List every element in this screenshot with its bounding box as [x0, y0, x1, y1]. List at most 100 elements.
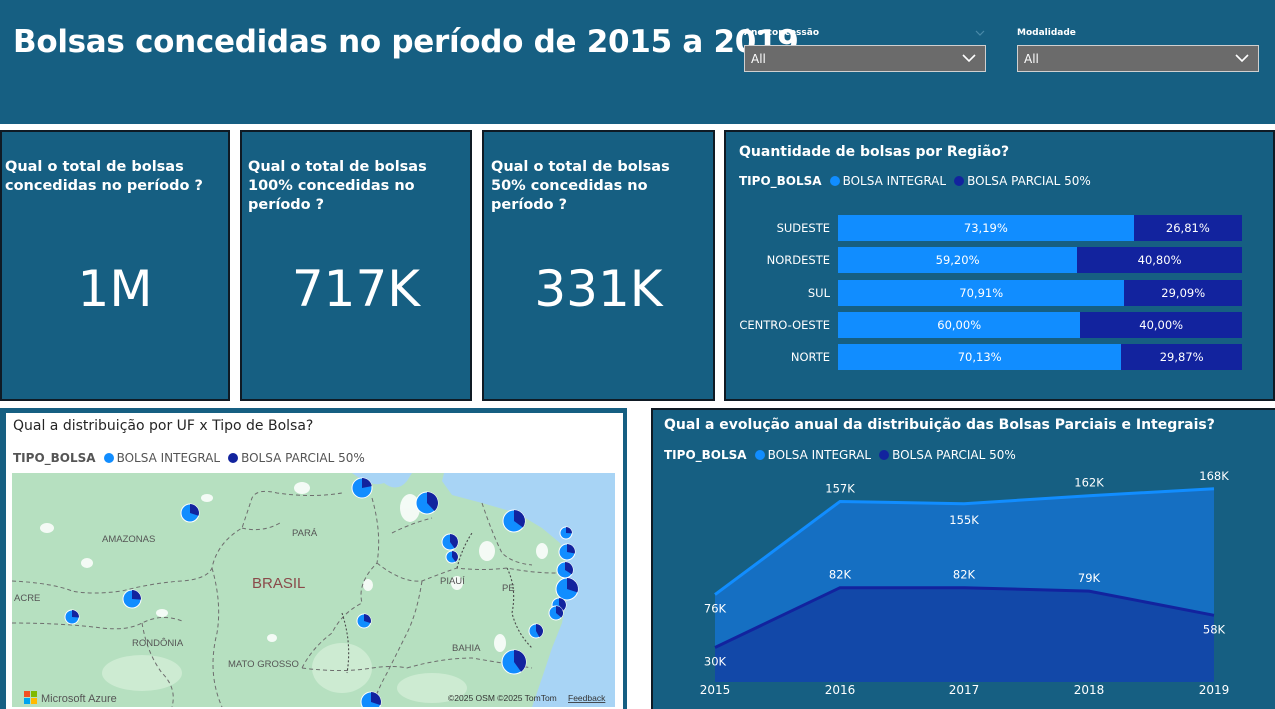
kpi-question: Qual o total de bolsas 100% concedidas n… — [248, 159, 427, 213]
map-pie-parcial[interactable] — [132, 590, 141, 600]
bar-segment-integral[interactable]: 59,20% — [838, 247, 1078, 274]
x-tick-label: 2019 — [1199, 683, 1230, 697]
chevron-down-icon — [1235, 54, 1249, 63]
bar-segment-parcial[interactable]: 40,80% — [1077, 247, 1242, 274]
map-label-amazonas: AMAZONAS — [102, 534, 155, 545]
legend-dot-icon — [954, 176, 965, 186]
modalidade-value: All — [1024, 52, 1039, 66]
data-label-parcial: 82K — [829, 568, 852, 582]
map-pie-parcial[interactable] — [567, 578, 578, 593]
data-label-parcial: 79K — [1078, 571, 1101, 585]
chart-legend: TIPO_BOLSA BOLSA INTEGRAL BOLSA PARCIAL … — [664, 448, 1024, 462]
bar-row: SUL 70,91% 29,09% — [726, 279, 1275, 306]
filter-ano-concessao: Ano concessão All — [744, 28, 986, 72]
bar-segment-integral[interactable]: 60,00% — [838, 311, 1081, 338]
bar-segment-integral[interactable]: 73,19% — [838, 215, 1134, 241]
map-pie-parcial[interactable] — [371, 692, 381, 706]
bar-category-label: SUDESTE — [776, 221, 830, 235]
legend-entry-integral[interactable]: BOLSA INTEGRAL — [754, 448, 871, 462]
bar-category-label: SUL — [807, 285, 830, 300]
bar-segment-parcial[interactable]: 40,00% — [1080, 311, 1242, 338]
x-tick-label: 2017 — [949, 683, 980, 697]
map-pie-parcial[interactable] — [566, 527, 572, 534]
legend-entry-parcial[interactable]: BOLSA PARCIAL 50% — [879, 448, 1016, 462]
map-pie-parcial[interactable] — [362, 478, 372, 488]
map-pie-parcial[interactable] — [514, 650, 527, 672]
map-label-piaui: PIAUÍ — [440, 576, 465, 587]
data-label-parcial: 82K — [953, 568, 976, 582]
legend-title: TIPO_BOLSA — [739, 174, 822, 188]
legend-label: BOLSA INTEGRAL — [842, 174, 947, 188]
bar-segment-parcial[interactable]: 26,81% — [1133, 215, 1242, 241]
kpi-value: 717K — [291, 260, 421, 318]
map-pie-parcial[interactable] — [427, 492, 439, 512]
area-parcial[interactable] — [715, 587, 1214, 682]
legend-entry-parcial[interactable]: BOLSA PARCIAL 50% — [228, 451, 365, 465]
map-label-rondonia: RONDÔNIA — [132, 638, 184, 649]
azure-label: Microsoft Azure — [41, 693, 117, 705]
annual-area-chart-card[interactable]: Qual a evolução anual da distribuição da… — [651, 408, 1275, 709]
legend-entry-integral[interactable]: BOLSA INTEGRAL — [103, 451, 220, 465]
map-pie-parcial[interactable] — [565, 562, 573, 575]
bar-segment-integral[interactable]: 70,13% — [838, 344, 1122, 371]
line-integral — [714, 487, 1215, 596]
bar-segment-parcial[interactable]: 29,09% — [1124, 279, 1242, 306]
ano-concessao-value: All — [751, 52, 766, 66]
map-canvas[interactable]: AMAZONAS PARÁ BRASIL PIAUÍ PE ACRE RONDÔ… — [12, 473, 615, 707]
x-tick-label: 2018 — [1074, 683, 1105, 697]
map-bay — [352, 473, 412, 488]
map-title: Qual a distribuição por UF x Tipo de Bol… — [13, 418, 314, 434]
map-pie-parcial[interactable] — [450, 534, 458, 549]
map-pie-parcial[interactable] — [364, 614, 371, 624]
map-label-brasil: BRASIL — [252, 575, 305, 592]
map-label-mato-grosso: MATO GROSSO — [228, 659, 299, 670]
map-pie-parcial[interactable] — [536, 624, 543, 638]
map-svg[interactable]: AMAZONAS PARÁ BRASIL PIAUÍ PE ACRE RONDÔ… — [12, 473, 615, 707]
uf-map-card[interactable]: Qual a distribuição por UF x Tipo de Bol… — [0, 408, 627, 709]
map-pie-parcial[interactable] — [190, 504, 200, 516]
data-label-parcial: 58K — [1203, 622, 1226, 636]
kpi-value: 1M — [77, 260, 153, 318]
x-tick-label: 2015 — [700, 683, 731, 697]
bar-segment-parcial[interactable]: 29,87% — [1121, 344, 1242, 371]
map-pie-parcial[interactable] — [567, 544, 575, 554]
kpi-value: 331K — [534, 260, 663, 318]
azure-logo: Microsoft Azure — [24, 691, 117, 705]
legend-dot-icon — [103, 453, 114, 463]
kpi-card-parcial[interactable]: Qual o total de bolsas 50% concedidas no… — [482, 130, 715, 401]
kpi-card-total[interactable]: Qual o total de bolsas concedidas no per… — [0, 130, 230, 401]
legend-dot-icon — [829, 176, 840, 186]
map-attribution: ©2025 OSM ©2025 TomTom — [448, 693, 557, 703]
bar-category-label: NORTE — [790, 350, 830, 365]
bar-row: SUDESTE 73,19% 26,81% — [726, 215, 1275, 241]
chart-title: Qual a evolução anual da distribuição da… — [664, 417, 1215, 433]
legend-entry-integral[interactable]: BOLSA INTEGRAL — [829, 174, 947, 188]
legend-label: BOLSA PARCIAL 50% — [241, 451, 365, 465]
map-pie-parcial[interactable] — [556, 606, 563, 618]
data-label-parcial: 30K — [704, 655, 727, 669]
legend-dot-icon — [879, 450, 890, 460]
chart-title: Quantidade de bolsas por Região? — [739, 144, 1010, 160]
legend-title: TIPO_BOLSA — [664, 448, 747, 462]
filter-label-modalidade: Modalidade — [1017, 28, 1076, 38]
legend-title: TIPO_BOLSA — [13, 451, 96, 465]
map-pie-parcial[interactable] — [452, 551, 458, 562]
ano-concessao-dropdown[interactable]: All — [744, 45, 986, 72]
bar-row: CENTRO-OESTE 60,00% 40,00% — [726, 311, 1275, 338]
map-labels: AMAZONAS PARÁ BRASIL PIAUÍ PE ACRE RONDÔ… — [14, 528, 515, 670]
map-pie-parcial[interactable] — [514, 510, 526, 528]
legend-entry-parcial[interactable]: BOLSA PARCIAL 50% — [954, 174, 1091, 188]
map-feedback-link[interactable]: Feedback — [568, 693, 606, 703]
bar-row: NORDESTE 59,20% 40,80% — [726, 247, 1275, 274]
map-pie-parcial[interactable] — [559, 598, 566, 611]
chevron-down-icon — [962, 54, 976, 63]
area-plot[interactable]: 76K 30K 2015 157K 82K 2016 155K 82K 2017 162K 79K 2… — [653, 470, 1275, 705]
modalidade-dropdown[interactable]: All — [1017, 45, 1259, 72]
region-bar-chart-card[interactable]: Quantidade de bolsas por Região? TIPO_BO… — [724, 130, 1275, 401]
map-pie-parcial[interactable] — [72, 610, 80, 618]
map-terrain — [102, 643, 467, 703]
bar-segment-integral[interactable]: 70,91% — [838, 279, 1125, 306]
kpi-card-integral[interactable]: Qual o total de bolsas 100% concedidas n… — [240, 130, 472, 401]
chevron-down-icon[interactable] — [975, 29, 985, 37]
